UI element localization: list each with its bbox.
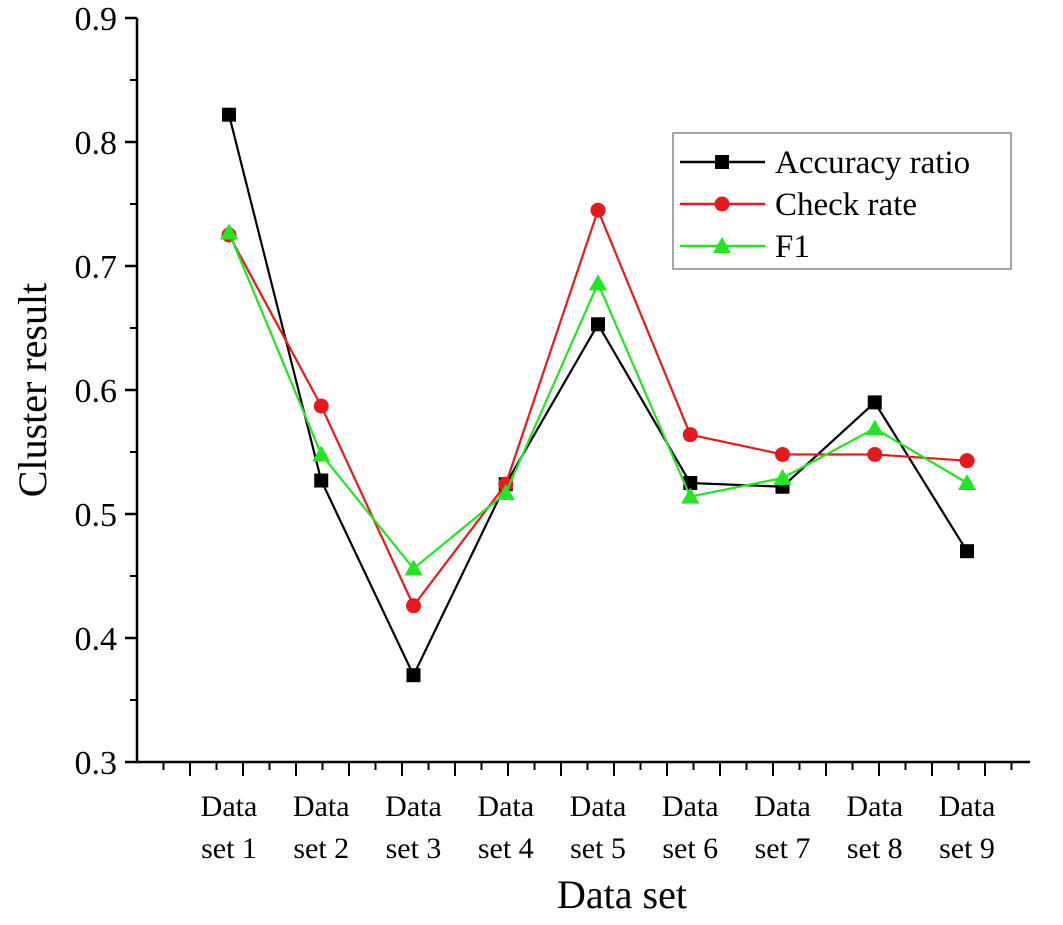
axes xyxy=(135,18,1030,764)
data-point-f1 xyxy=(589,274,607,291)
data-point-f1 xyxy=(404,559,423,576)
data-point-accuracy-ratio xyxy=(406,668,421,683)
x-tick-label: Data xyxy=(662,790,719,823)
x-tick-label: Data xyxy=(754,790,811,823)
x-tick-label: Data xyxy=(939,790,996,823)
data-point-check-rate xyxy=(682,427,698,443)
data-point-check-rate xyxy=(313,398,329,414)
data-point-f1 xyxy=(312,445,331,462)
data-point-check-rate xyxy=(959,453,975,469)
series-group xyxy=(220,107,976,683)
legend-marker-accuracy-ratio xyxy=(715,155,729,169)
x-tick-label: Data xyxy=(477,790,534,823)
y-tick-label: 0.4 xyxy=(75,621,118,658)
legend-label-accuracy-ratio: Accuracy ratio xyxy=(775,145,970,181)
data-point-check-rate xyxy=(867,446,883,462)
data-point-accuracy-ratio xyxy=(591,317,605,332)
y-axis-label: Cluster result xyxy=(10,283,55,497)
data-point-check-rate xyxy=(406,598,421,614)
data-point-f1 xyxy=(773,469,792,486)
x-tick-label: set 4 xyxy=(478,832,534,865)
x-tick-label: set 3 xyxy=(386,832,442,865)
data-point-f1 xyxy=(220,223,238,240)
x-tick-label: Data xyxy=(570,790,627,823)
legend: Accuracy ratio Check rate F1 xyxy=(672,132,1012,270)
data-point-accuracy-ratio xyxy=(960,544,974,559)
x-tick-label: set 8 xyxy=(847,832,903,865)
x-tick-label: set 7 xyxy=(755,832,811,865)
y-tick-label: 0.8 xyxy=(75,125,118,162)
data-point-accuracy-ratio xyxy=(222,107,236,122)
data-point-f1 xyxy=(865,419,884,436)
data-point-accuracy-ratio xyxy=(314,473,329,488)
x-tick-label: set 1 xyxy=(201,832,257,865)
data-point-f1 xyxy=(958,474,976,490)
legend-marker-check-rate xyxy=(714,196,730,212)
data-point-f1 xyxy=(681,487,700,504)
x-tick-label: Data xyxy=(201,790,258,823)
x-tick-label: set 5 xyxy=(570,832,626,865)
x-tick-label: set 6 xyxy=(662,832,718,865)
x-tick-label: set 9 xyxy=(939,832,995,865)
y-tick-label: 0.9 xyxy=(75,1,118,38)
x-axis-label: Data set xyxy=(557,872,687,917)
x-tick-label: set 2 xyxy=(293,832,349,865)
x-tick-label: Data xyxy=(385,790,442,823)
legend-label-check-rate: Check rate xyxy=(775,187,917,223)
data-point-f1 xyxy=(496,483,515,500)
data-point-check-rate xyxy=(775,446,790,462)
y-tick-label: 0.7 xyxy=(75,249,118,286)
ticks: 0.3 0.4 0.5 0.6 0.7 0.8 0.9 Data set 1 Data set 2 D… xyxy=(75,1,1013,865)
data-point-check-rate xyxy=(590,202,606,218)
data-point-accuracy-ratio xyxy=(867,395,882,410)
legend-label-f1: F1 xyxy=(775,229,810,265)
x-tick-label: Data xyxy=(293,790,350,823)
y-tick-label: 0.3 xyxy=(75,745,118,782)
legend-marker-f1 xyxy=(713,237,731,253)
y-tick-label: 0.6 xyxy=(75,373,118,410)
x-tick-label: Data xyxy=(846,790,903,823)
y-tick-label: 0.5 xyxy=(75,497,118,534)
series-f1 xyxy=(220,223,976,576)
